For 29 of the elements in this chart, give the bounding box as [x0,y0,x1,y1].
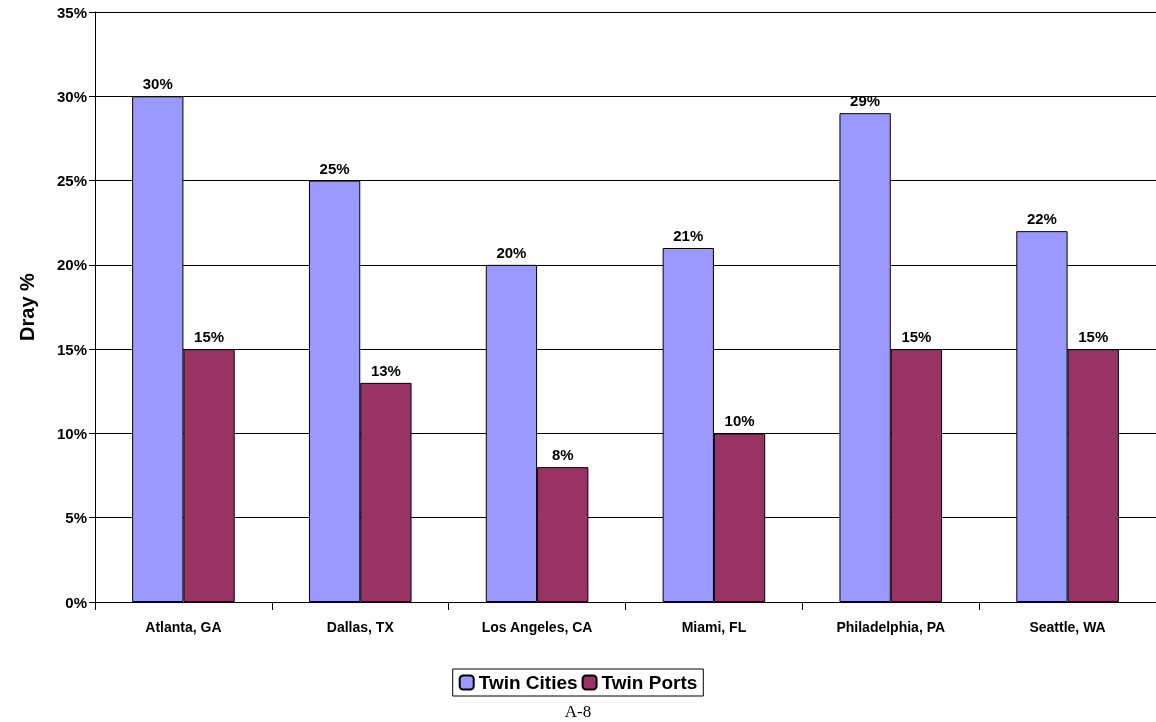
data-label: 15% [1078,328,1109,346]
data-label: 15% [901,328,932,346]
x-tick-label: Seattle, WA [1029,619,1106,635]
data-label: 21% [673,227,704,244]
x-tick-label: Philadelphia, PA [836,619,946,635]
data-label: 30% [142,75,173,93]
data-label: 13% [370,361,401,379]
y-tick-label: 15% [56,340,87,358]
y-tick-label: 0% [65,593,87,611]
x-tick-label: Atlanta, GA [145,619,222,635]
y-axis-title: Dray % [16,272,38,341]
legend-label: Twin Ports [601,672,698,693]
y-tick-label: 5% [65,509,87,527]
y-tick-label: 30% [56,87,87,105]
x-tick-label: Miami, FL [681,619,747,635]
data-label: 10% [724,412,755,430]
data-label: 20% [496,243,527,261]
y-tick-label: 25% [56,172,87,190]
x-tick-label: Dallas, TX [326,619,395,635]
data-label: 8% [551,446,574,464]
text: A-8 [564,702,592,721]
data-label: 15% [194,328,225,346]
data-label: 25% [319,159,350,177]
y-tick-label: 10% [56,424,87,442]
y-tick-label: 35% [56,3,87,21]
data-label: 22% [1026,210,1057,228]
x-tick-label: Los Angeles, CA [481,619,593,635]
legend-label: Twin Cities [478,672,578,693]
y-tick-label: 20% [56,256,87,274]
